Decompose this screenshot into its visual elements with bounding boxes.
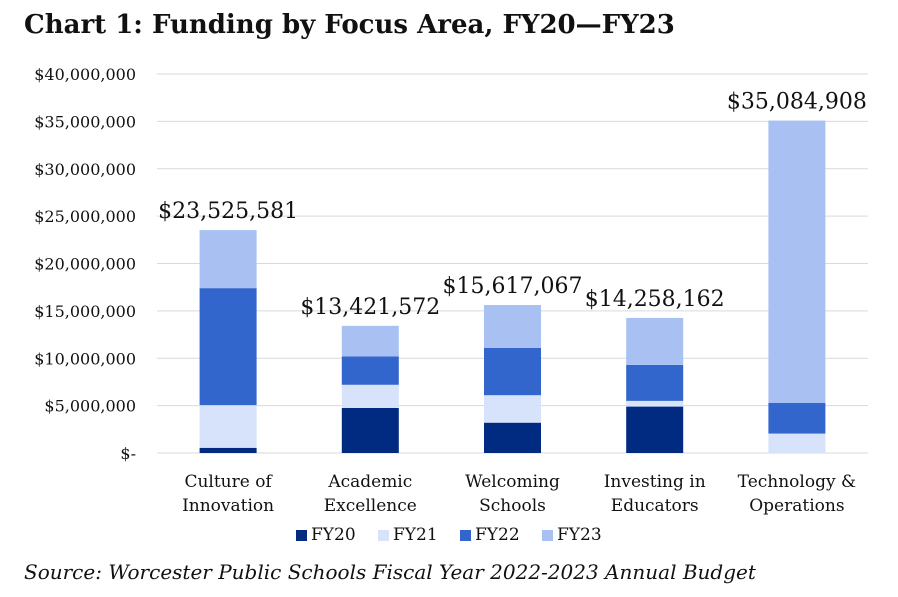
bar-segment [626,406,684,453]
bar-segment [199,230,257,289]
category-label: Innovation [182,496,274,516]
y-tick-label: $20,000,000 [34,255,136,274]
bar-segment [626,317,684,365]
total-label: $14,258,162 [585,287,725,312]
category-label: Welcoming [465,472,560,492]
bar-segment [341,325,399,357]
total-label: $35,084,908 [727,90,867,115]
legend-label: FY21 [393,525,438,545]
bar-segment [484,422,541,453]
bar-segment [768,402,826,434]
y-tick-label: $- [120,444,136,463]
bar-segment [341,356,399,385]
category-label: Academic [327,472,412,492]
legend-swatch [542,530,553,541]
y-tick-label: $40,000,000 [34,65,136,84]
y-tick-label: $5,000,000 [44,397,136,416]
bar-segment [199,447,257,453]
bar-segment [768,433,826,453]
total-label: $15,617,067 [443,274,583,299]
category-label: Schools [479,496,546,516]
legend-swatch [378,530,389,541]
total-label: $13,421,572 [300,295,440,320]
chart-title: Chart 1: Funding by Focus Area, FY20—FY2… [24,10,675,40]
bar-segment [626,400,684,407]
category-label: Technology & [738,472,856,492]
category-label: Culture of [184,472,273,492]
bar-segment [626,364,684,401]
category-label: Investing in [604,472,706,492]
category-label: Educators [611,496,699,516]
bar-segment [199,288,257,406]
bar-segment [341,384,399,408]
legend-swatch [460,530,471,541]
bar-segment [199,405,257,448]
bar-segment [341,407,399,453]
y-tick-label: $35,000,000 [34,112,136,131]
category-label: Excellence [324,496,417,516]
legend-label: FY23 [557,525,602,545]
legend-swatch [296,530,307,541]
total-label: $23,525,581 [158,199,298,224]
bar-segment [484,305,541,348]
legend-label: FY22 [475,525,520,545]
y-tick-label: $15,000,000 [34,302,136,321]
bar-segment [484,395,541,423]
bar-segment [768,120,826,403]
bar-segment [484,347,541,396]
legend-label: FY20 [311,525,356,545]
source-note: Source: Worcester Public Schools Fiscal … [24,560,756,584]
y-tick-label: $30,000,000 [34,160,136,179]
y-tick-label: $10,000,000 [34,349,136,368]
y-tick-label: $25,000,000 [34,207,136,226]
category-label: Operations [749,496,844,516]
